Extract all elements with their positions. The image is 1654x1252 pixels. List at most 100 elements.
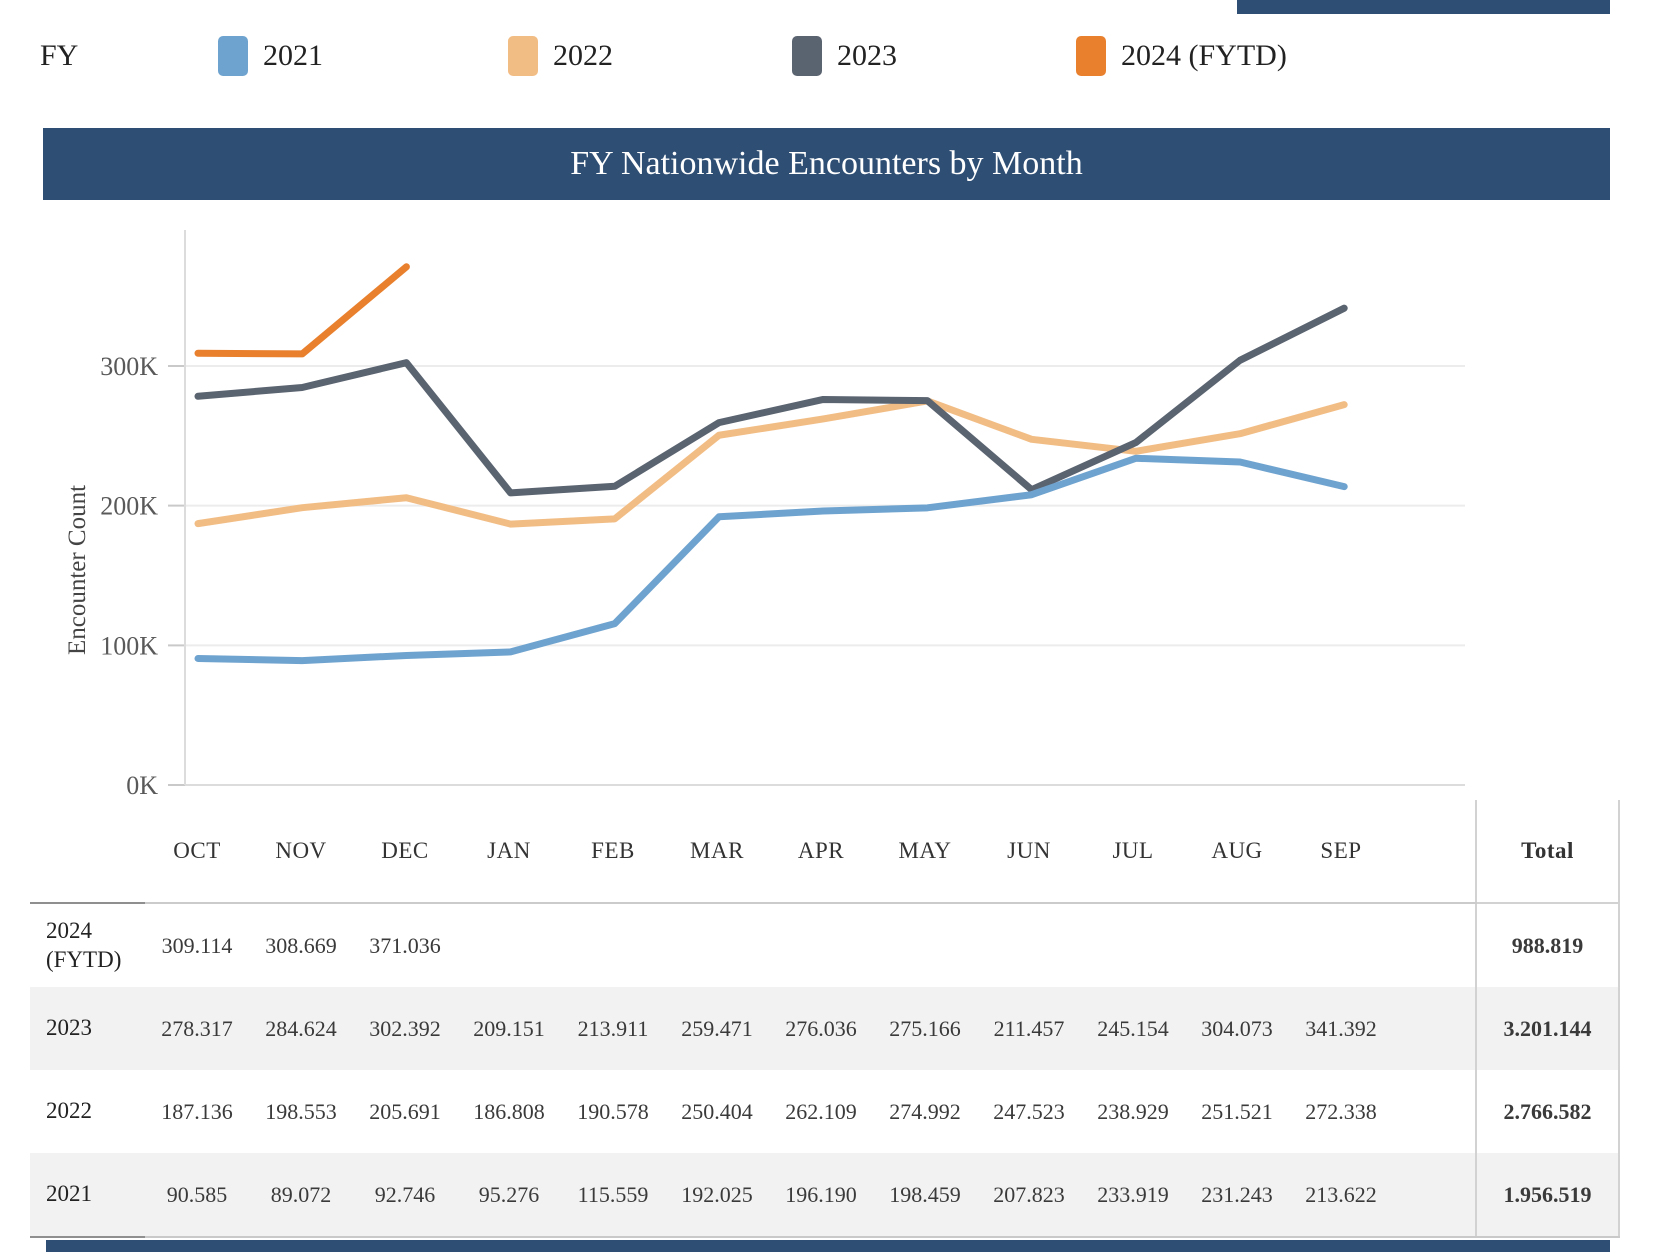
- value-cell-oct: 309.114: [161, 932, 233, 958]
- header-month-may: MAY: [873, 800, 977, 904]
- chart-legend: FY 2021 2022 2023 2024 (FYTD): [0, 30, 1654, 82]
- value-cell-jan: [457, 903, 561, 987]
- value-cell-aug: 251.521: [1201, 1098, 1273, 1124]
- value-cell-jun: 207.823: [977, 1153, 1081, 1238]
- value-cell-dec: 371.036: [369, 932, 441, 958]
- value-cell-sep: 213.622: [1289, 1153, 1393, 1238]
- value-cell-nov: 89.072: [249, 1153, 353, 1238]
- value-cell-mar: 192.025: [665, 1153, 769, 1238]
- value-cell-mar: 259.471: [665, 987, 769, 1070]
- legend-label-2021: 2021: [263, 39, 323, 72]
- value-cell-apr: [769, 903, 873, 987]
- value-cell-oct: 278.317: [145, 987, 249, 1070]
- value-cell-dec: 302.392: [353, 987, 457, 1070]
- encounters-table-body: 2024 (FYTD) 309.114 308.669 371.036 988.819 2…: [30, 903, 1620, 1238]
- y-axis-title: Encounter Count: [64, 485, 91, 655]
- legend-swatch-2024-icon: [1076, 36, 1106, 76]
- legend-title: FY: [40, 39, 79, 72]
- value-cell-feb: 213.911: [561, 987, 665, 1070]
- value-cell-feb: 190.578: [577, 1098, 649, 1124]
- header-month-jul: JUL: [1081, 800, 1185, 904]
- header-month-mar: MAR: [665, 800, 769, 904]
- value-cell-jul: 233.919: [1081, 1153, 1185, 1238]
- value-cell-aug: 231.243: [1185, 1153, 1289, 1238]
- line-chart: 0K 100K 200K 300K Encounter Count: [0, 210, 1654, 800]
- table-row-2021: 2021 90.585 89.072 92.746 95.276 115.559 192.0…: [30, 1153, 1620, 1238]
- value-cell-sep: 341.392: [1289, 987, 1393, 1070]
- legend-label-2023: 2023: [837, 39, 897, 72]
- total-cell: 1.956.519: [1475, 1153, 1620, 1238]
- value-cell-nov: 308.669: [265, 932, 337, 958]
- legend-item-2021[interactable]: 2021: [218, 30, 323, 82]
- value-cell-mar: [665, 903, 769, 987]
- series-line-2022[interactable]: [194, 397, 1348, 528]
- value-cell-nov: 284.624: [249, 987, 353, 1070]
- table-header-row: OCT NOV DEC JAN FEB MAR APR MAY JUN JUL AUG SEP Tota…: [30, 800, 1620, 904]
- legend-swatch-2022-icon: [508, 36, 538, 76]
- table-row-2024-fytd-: 2024 (FYTD) 309.114 308.669 371.036 988.819: [30, 903, 1620, 987]
- value-cell-mar: 250.404: [681, 1098, 753, 1124]
- header-month-jun: JUN: [977, 800, 1081, 904]
- gap-cell: [1393, 987, 1476, 1070]
- value-cell-feb: 115.559: [561, 1153, 665, 1238]
- y-tick-label: 300K: [100, 352, 158, 381]
- chart-title: FY Nationwide Encounters by Month: [570, 145, 1083, 182]
- value-cell-apr: 276.036: [769, 987, 873, 1070]
- series-line-2023[interactable]: [194, 304, 1348, 497]
- header-month-dec: DEC: [353, 800, 457, 904]
- header-total: Total: [1475, 800, 1620, 904]
- value-cell-may: 275.166: [873, 987, 977, 1070]
- value-cell-jun: 247.523: [993, 1098, 1065, 1124]
- value-cell-aug: [1185, 903, 1289, 987]
- row-label: 2023: [30, 987, 145, 1070]
- value-cell-apr: 262.109: [785, 1098, 857, 1124]
- header-year-cell: [30, 800, 145, 904]
- header-month-feb: FEB: [561, 800, 665, 904]
- row-label: 2024 (FYTD): [46, 917, 122, 972]
- value-cell-may: [873, 903, 977, 987]
- value-cell-jul: [1081, 903, 1185, 987]
- y-tick-label: 100K: [100, 631, 158, 660]
- value-cell-jul: 245.154: [1081, 987, 1185, 1070]
- encounters-table: OCT NOV DEC JAN FEB MAR APR MAY JUN JUL AUG SEP Tota…: [30, 800, 1620, 1238]
- header-month-nov: NOV: [249, 800, 353, 904]
- y-tick-label: 0K: [126, 771, 158, 800]
- value-cell-jul: 238.929: [1097, 1098, 1169, 1124]
- line-chart-svg: 0K 100K 200K 300K Encounter Count: [64, 230, 1465, 800]
- gap-cell: [1393, 1070, 1476, 1153]
- legend-label-2022: 2022: [553, 39, 613, 72]
- value-cell-aug: 304.073: [1185, 987, 1289, 1070]
- value-cell-jan: 95.276: [457, 1153, 561, 1238]
- value-cell-sep: 272.338: [1305, 1098, 1377, 1124]
- series-line-2024-fytd-[interactable]: [194, 263, 410, 358]
- header-month-jan: JAN: [457, 800, 561, 904]
- header-month-aug: AUG: [1185, 800, 1289, 904]
- legend-swatch-2021-icon: [218, 36, 248, 76]
- value-cell-feb: [561, 903, 665, 987]
- bottom-accent-bar: [46, 1240, 1610, 1252]
- y-tick-label: 200K: [100, 492, 158, 521]
- table-row-2022: 2022 187.136 198.553 205.691 186.808 190.578 2…: [30, 1070, 1620, 1153]
- header-gap-cell: [1393, 800, 1476, 904]
- row-label: 2022: [46, 1098, 92, 1124]
- header-month-sep: SEP: [1289, 800, 1393, 904]
- value-cell-may: 198.459: [873, 1153, 977, 1238]
- legend-label-2024: 2024 (FYTD): [1121, 39, 1287, 72]
- value-cell-sep: [1289, 903, 1393, 987]
- legend-item-2022[interactable]: 2022: [508, 30, 613, 82]
- chart-title-bar: FY Nationwide Encounters by Month: [43, 128, 1610, 200]
- total-cell: 2.766.582: [1475, 1070, 1620, 1153]
- value-cell-oct: 90.585: [145, 1153, 249, 1238]
- value-cell-oct: 187.136: [161, 1098, 233, 1124]
- total-cell: 3.201.144: [1475, 987, 1620, 1070]
- legend-item-2024[interactable]: 2024 (FYTD): [1076, 30, 1287, 82]
- top-accent-bar: [1237, 0, 1610, 14]
- series-line-2021[interactable]: [194, 454, 1348, 665]
- value-cell-dec: 205.691: [369, 1098, 441, 1124]
- header-month-oct: OCT: [145, 800, 249, 904]
- legend-swatch-2023-icon: [792, 36, 822, 76]
- gap-cell: [1393, 903, 1476, 987]
- encounters-table-header: OCT NOV DEC JAN FEB MAR APR MAY JUN JUL AUG SEP Tota…: [30, 800, 1620, 904]
- legend-item-2023[interactable]: 2023: [792, 30, 897, 82]
